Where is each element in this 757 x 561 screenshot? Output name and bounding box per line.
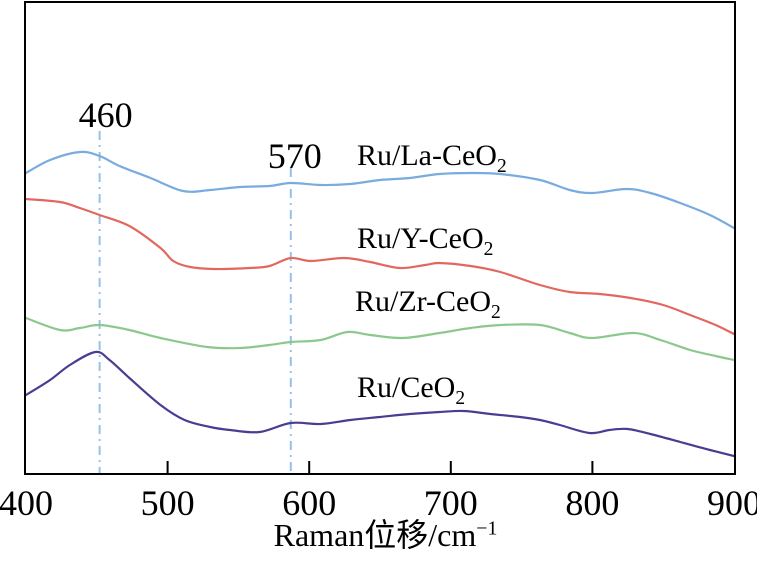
chart-canvas [26,131,734,473]
x-tick-label-900: 900 [707,483,757,523]
series-label-text: Ru/Zr-CeO [355,285,492,318]
spectrum-curve-ru-zr-ceo2 [26,316,734,362]
series-label-ru-y-ceo2: Ru/Y-CeO2 [357,222,493,260]
x-tick-label-600: 600 [282,483,337,523]
series-label-text: Ru/CeO [357,371,456,404]
plot-area: 460 570 Ru/La-CeO2 Ru/Y-CeO2 Ru/Zr-CeO2 … [24,1,736,475]
x-tick-label-400: 400 [0,483,53,523]
x-axis-title-superscript: −1 [476,517,498,540]
series-label-ru-la-ceo2: Ru/La-CeO2 [357,139,507,177]
spectrum-curve-ru-la-ceo2 [26,150,734,230]
x-axis-title: Raman位移/cm−1 [273,517,498,553]
peak-label-460: 460 [78,95,133,135]
x-axis-title-text: Raman位移/cm [273,517,477,553]
series-label-subscript: 2 [455,388,466,409]
series-label-subscript: 2 [491,302,501,323]
series-label-text: Ru/Y-CeO [357,222,484,255]
series-label-ru-zr-ceo2: Ru/Zr-CeO2 [355,285,501,323]
spectrum-curve-ru-y-ceo2 [26,197,734,336]
x-tick-label-800: 800 [565,483,620,523]
spectrum-curve-ru-ceo2 [26,350,734,458]
x-tick-label-500: 500 [140,483,195,523]
series-label-subscript: 2 [496,156,507,177]
peak-label-570: 570 [267,136,322,176]
x-tick-label-700: 700 [423,483,478,523]
series-label-subscript: 2 [483,239,494,260]
series-label-ru-ceo2: Ru/CeO2 [357,371,465,409]
series-label-text: Ru/La-CeO [357,139,497,172]
